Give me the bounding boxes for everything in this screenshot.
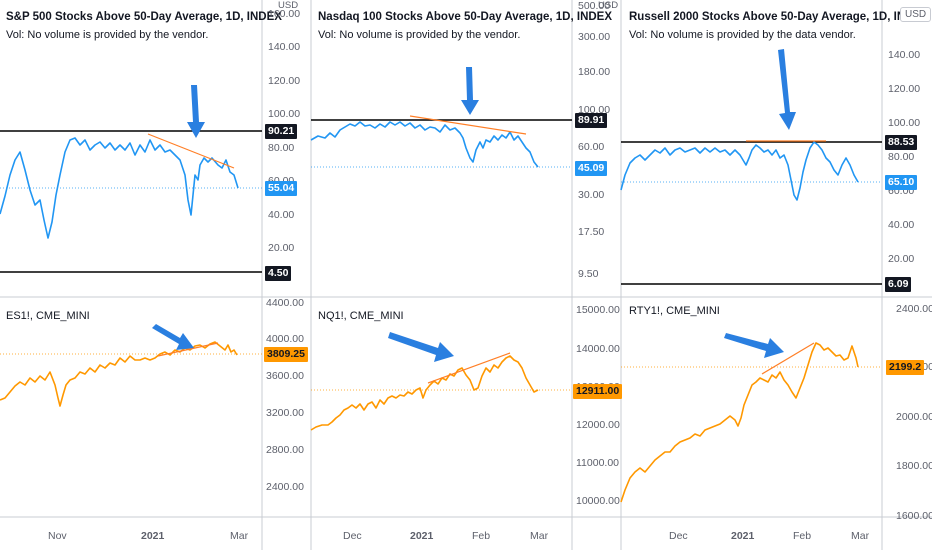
spx-usd-label: USD [278,0,299,11]
spx-title: S&P 500 Stocks Above 50-Day Average, 1D,… [6,11,282,23]
currency-button[interactable]: USD [900,7,932,22]
nq-arrow-icon [388,332,454,362]
rut-axis-tick: 40.00 [888,219,915,231]
es-axis-tick: 2800.00 [266,444,304,456]
ndx-axis-tick: 30.00 [578,189,605,201]
ndx-trendline [409,115,527,135]
nq-last-tag: 12911.00 [573,384,623,399]
spx-axis-tick: 140.00 [268,41,301,53]
es-axis-tick: 3600.00 [266,370,304,382]
ndx-axis-tick: 17.50 [578,226,605,238]
nq-axis-tick: 11000.00 [576,457,620,469]
ndx-title: Nasdaq 100 Stocks Above 50-Day Average, … [318,11,613,23]
rut-axis-tick: 120.00 [888,83,921,95]
ndx-axis-tick: 180.00 [578,66,611,78]
rty-trendline [761,342,815,375]
es-axis-tick: 4400.00 [266,297,304,309]
ndx-usd-label: USD [598,0,619,11]
rut-x-label: Dec [669,530,688,542]
spx-x-label: Nov [48,530,67,542]
rut-axis-tick: 140.00 [888,49,921,61]
nq-axis-tick: 15000.00 [576,304,620,316]
ndx-last-tag: 45.09 [575,161,608,176]
spx-last-tag: 55.04 [265,181,298,196]
spx-axis-tick: 100.00 [268,108,301,120]
rut-last-tag: 65.10 [885,175,918,190]
nq-axis-tick: 14000.00 [576,343,620,355]
spx-arrow-icon [187,85,205,138]
spx-x-label: 2021 [141,530,165,542]
ndx-axis-tick: 300.00 [578,31,611,43]
rut-axis-tick: 100.00 [888,117,921,129]
spx-vol-note: Vol: No volume is provided by the vendor… [6,29,209,41]
nq-futures-line [310,355,539,431]
spx-axis-tick: 80.00 [268,142,295,154]
spx-support-tag: 4.50 [265,266,292,281]
rut-arrow-icon [778,49,796,130]
rut-title: Russell 2000 Stocks Above 50-Day Average… [629,11,929,23]
rut-support-tag: 6.09 [885,277,912,292]
nq-symbol: NQ1!, CME_MINI [318,310,404,322]
rut-resistance-tag: 88.53 [885,135,918,150]
spx-axis-tick: 20.00 [268,242,295,254]
spx-breadth-line [0,137,239,239]
rut-legend: Russell 2000 Stocks Above 50-Day Average… [629,8,929,44]
ndx-x-label: 2021 [410,530,434,542]
ndx-arrow-icon [461,67,479,115]
ndx-resistance-tag: 89.91 [575,113,608,128]
spx-legend: S&P 500 Stocks Above 50-Day Average, 1D,… [6,8,282,44]
rut-breadth-line [620,141,859,201]
es-futures-line [0,341,238,407]
spx-x-label: Mar [230,530,249,542]
rty-last-tag: 2199.2 [886,360,925,375]
spx-resistance-tag: 90.21 [265,124,298,139]
rut-x-label: 2021 [731,530,755,542]
spx-axis-tick: 120.00 [268,75,301,87]
rut-axis-tick: 80.00 [888,151,915,163]
ndx-axis-tick: 500.00 [578,0,611,12]
rut-x-label: Mar [851,530,870,542]
spx-axis-tick: 160.00 [268,8,301,20]
es-axis-tick: 2400.00 [266,481,304,493]
es-axis-tick: 3200.00 [266,407,304,419]
last-value-lines [0,166,882,189]
nq-trendline [427,352,511,384]
ndx-vol-note: Vol: No volume is provided by the vendor… [318,29,521,41]
rut-axis-tick: 20.00 [888,253,915,265]
rty-axis-tick: 1600.00 [896,510,932,522]
nq-axis-tick: 12000.00 [576,419,620,431]
spx-axis-tick: 40.00 [268,209,295,221]
rut-vol-note: Vol: No volume is provided by the data v… [629,29,856,41]
ndx-axis-tick: 60.00 [578,141,605,153]
rty-axis-tick: 2000.00 [896,411,932,423]
rut-x-label: Feb [793,530,812,542]
ndx-legend: Nasdaq 100 Stocks Above 50-Day Average, … [318,8,612,44]
rty-axis-tick: 2400.00 [896,303,932,315]
ndx-breadth-line [310,121,539,168]
rty-axis-tick: 1800.00 [896,460,932,472]
es-trendline [157,342,219,357]
rty-symbol: RTY1!, CME_MINI [629,305,720,317]
es-arrow-icon [152,324,194,350]
level-lines [0,119,882,285]
rty-futures-line [620,342,859,503]
es-axis-tick: 4000.00 [266,333,304,345]
ndx-x-label: Mar [530,530,549,542]
es-symbol: ES1!, CME_MINI [6,310,90,322]
ndx-axis-tick: 9.50 [578,268,599,280]
es-last-tag: 3809.25 [264,347,308,362]
ndx-x-label: Feb [472,530,491,542]
spx-trendline [147,133,235,169]
rty-arrow-icon [724,333,784,358]
nq-axis-tick: 10000.00 [576,495,620,507]
ndx-x-label: Dec [343,530,362,542]
